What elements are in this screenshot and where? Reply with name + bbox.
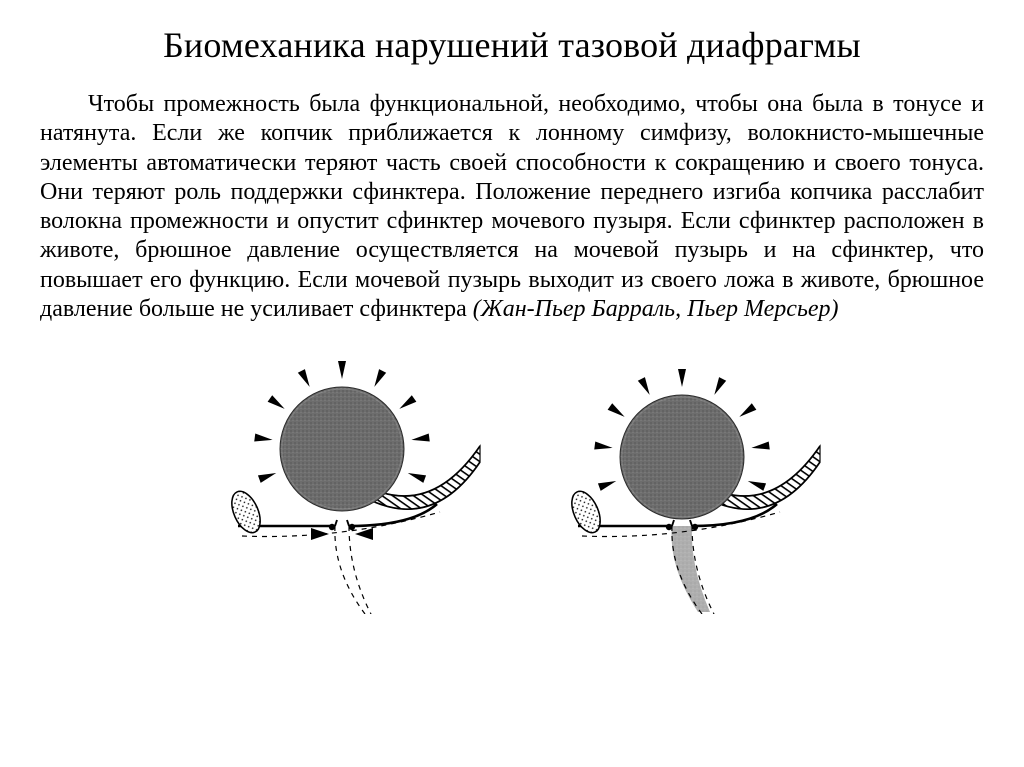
pelvic-diagram-right [542,354,822,614]
citation-text: (Жан-Пьер Барраль, Пьер Мерсьер) [473,296,839,322]
page: Биомеханика нарушений тазовой диафрагмы … [0,0,1024,614]
paragraph-text: Чтобы промежность была функциональной, н… [40,91,984,322]
figure-row [40,354,984,614]
page-title: Биомеханика нарушений тазовой диафрагмы [40,24,984,66]
body-paragraph: Чтобы промежность была функциональной, н… [40,90,984,324]
pelvic-diagram-left [202,354,482,614]
